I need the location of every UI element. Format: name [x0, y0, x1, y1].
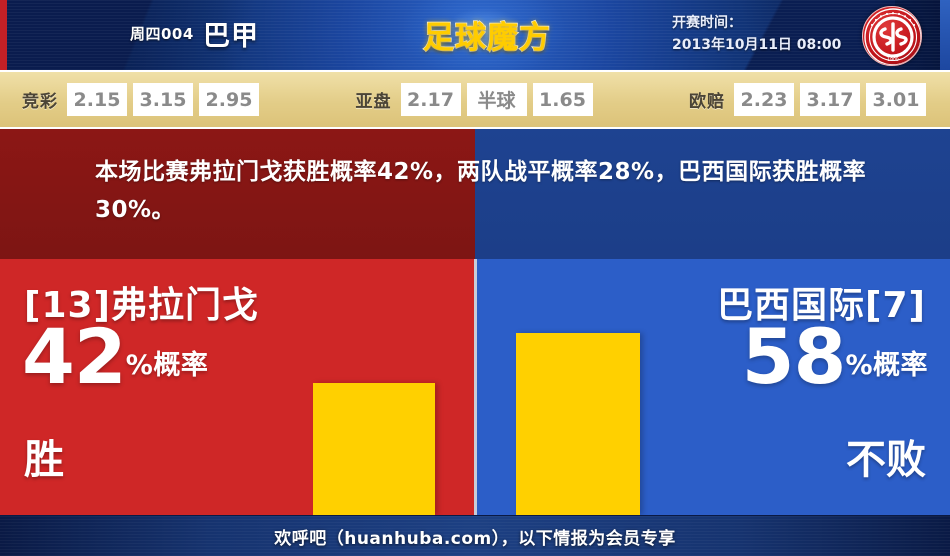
away-team-name: 巴西国际[7]: [717, 285, 926, 326]
home-verdict-label: 胜: [24, 437, 64, 483]
team-crest-icon: 1909: [862, 6, 922, 66]
header-right-edge-strip: [940, 0, 950, 70]
panel-divider: [474, 259, 477, 515]
away-percent-suffix: %概率: [845, 350, 928, 381]
away-verdict-label: 不败: [846, 437, 926, 483]
odds-cell-home[interactable]: 2.17: [400, 83, 461, 116]
odds-group-title: 竞彩: [22, 92, 58, 112]
odds-group-yapan: 亚盘 2.17 半球 1.65: [356, 83, 593, 116]
odds-cell-draw[interactable]: 3.17: [800, 83, 860, 116]
odds-cell-home[interactable]: 2.15: [67, 83, 127, 116]
bar-away-probability: [516, 333, 640, 515]
odds-group-title: 亚盘: [355, 92, 392, 112]
odds-cell-away[interactable]: 1.65: [532, 83, 593, 116]
odds-group-oupei: 欧赔 2.23 3.17 3.01: [689, 83, 926, 116]
odds-cell-handicap[interactable]: 半球: [466, 83, 527, 116]
probability-chart: [13]弗拉门戈 42 %概率 胜 巴西国际[7] 58 %概率 不败: [0, 259, 950, 515]
site-logo[interactable]: 足球魔方: [404, 0, 570, 70]
summary-band-right-half: [475, 129, 950, 259]
odds-group-title: 欧赔: [689, 92, 725, 112]
header-bar: 周四004 巴甲 足球魔方 开赛时间： 2013年10月11日 08:00: [0, 0, 950, 70]
summary-band-left-half: [0, 129, 475, 259]
match-number-label: 周四004: [130, 25, 194, 43]
home-probability-value: 42 %概率: [22, 312, 209, 401]
logo-text: 足球魔方: [422, 19, 551, 57]
kickoff-time-block: 开赛时间： 2013年10月11日 08:00: [672, 12, 841, 56]
away-probability-value: 58 %概率: [741, 312, 928, 401]
odds-cell-home[interactable]: 2.23: [734, 83, 794, 116]
odds-cell-draw[interactable]: 3.15: [133, 83, 193, 116]
home-percent-number: 42: [22, 312, 127, 401]
footer-bar: 欢呼吧（huanhuba.com），以下情报为会员专享: [0, 515, 950, 556]
header-diagonal-right: [595, 0, 895, 70]
home-team-name: [13]弗拉门戈: [24, 285, 260, 326]
away-percent-number: 58: [741, 312, 847, 401]
kickoff-value: 2013年10月11日 08:00: [672, 37, 842, 53]
league-name: 巴甲: [203, 21, 259, 52]
kickoff-label: 开赛时间：: [672, 15, 742, 31]
header-diagonal-left: [0, 0, 330, 70]
odds-group-jingcai: 竞彩 2.15 3.15 2.95: [22, 83, 259, 116]
odds-bar: 竞彩 2.15 3.15 2.95 亚盘 2.17 半球 1.65 欧赔 2.2…: [0, 70, 950, 129]
odds-cell-away[interactable]: 2.95: [199, 83, 259, 116]
header-red-accent-strip: [0, 0, 7, 70]
svg-text:1909: 1909: [887, 57, 899, 63]
summary-band: 本场比赛弗拉门戈获胜概率42%，两队战平概率28%，巴西国际获胜概率30%。: [0, 129, 950, 259]
footer-text: 欢呼吧（huanhuba.com），以下情报为会员专享: [274, 528, 676, 549]
home-percent-suffix: %概率: [125, 350, 209, 381]
odds-cell-away[interactable]: 3.01: [866, 83, 926, 116]
logo-glow: [404, 0, 570, 70]
summary-text: 本场比赛弗拉门戈获胜概率42%，两队战平概率28%，巴西国际获胜概率30%。: [95, 159, 867, 223]
bar-home-probability: [313, 383, 435, 515]
